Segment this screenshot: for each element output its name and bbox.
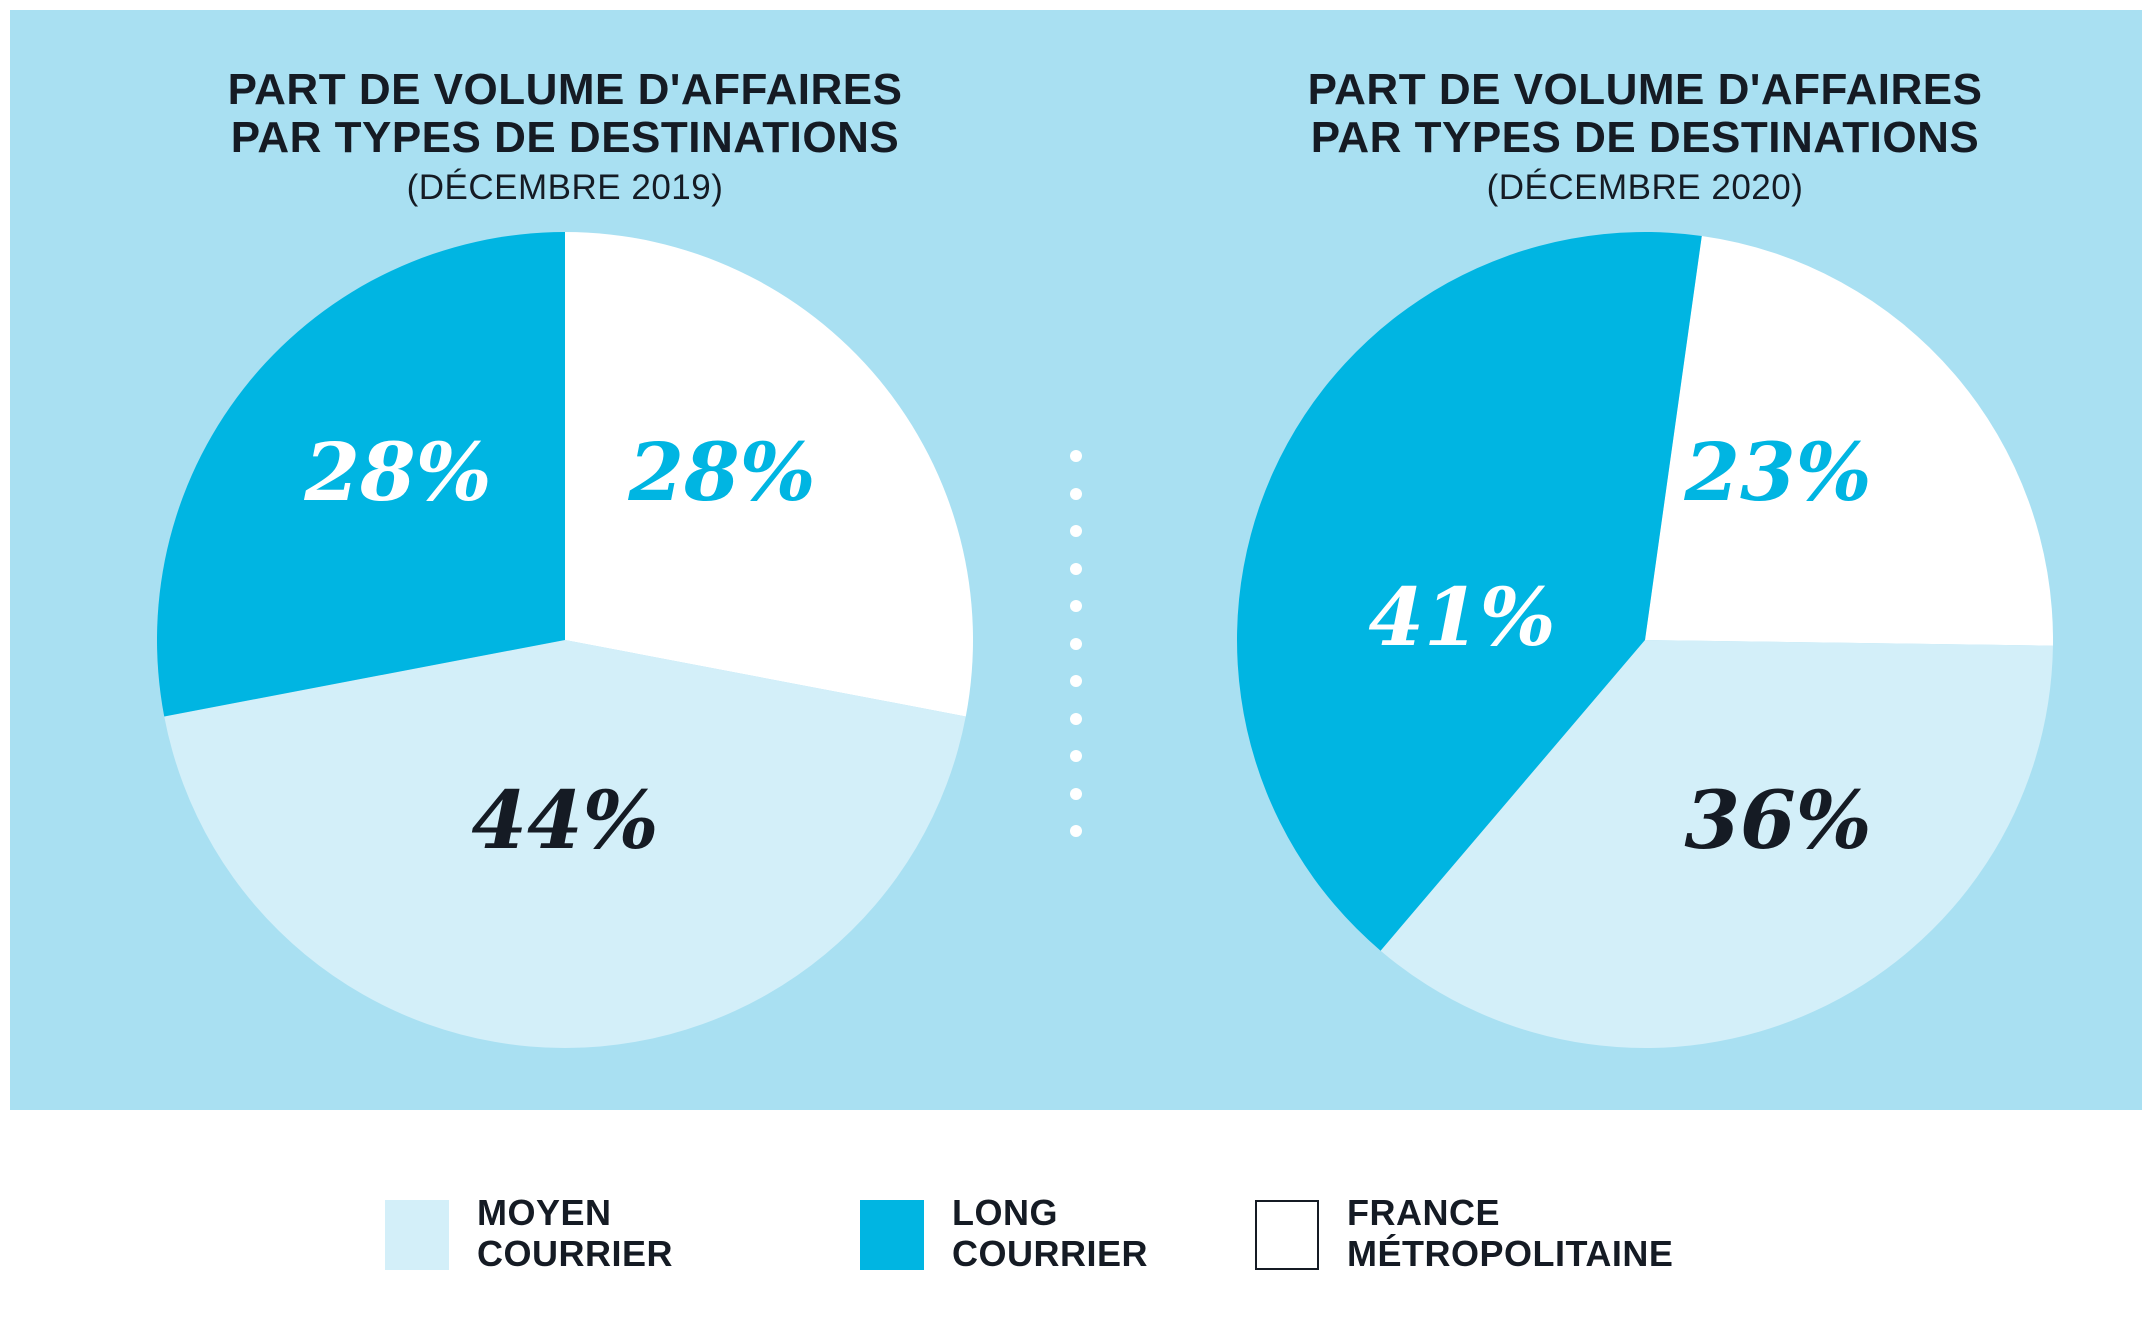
legend-label-line: MÉTROPOLITAINE <box>1347 1233 1674 1274</box>
legend-label-line: MOYEN <box>477 1192 612 1233</box>
chart-subtitle: (DÉCEMBRE 2020) <box>1486 168 1804 207</box>
pie-chart-2020: PART DE VOLUME D'AFFAIRES PAR TYPES DE D… <box>1145 10 2145 1110</box>
divider-dot <box>1070 825 1082 837</box>
slice-value-label: 41% <box>1368 570 1555 664</box>
divider-dot <box>1070 525 1082 537</box>
pie-slice-long-courrier <box>1237 232 1702 951</box>
divider-dot <box>1070 712 1082 725</box>
legend-swatch-moyen-courrier <box>385 1200 449 1270</box>
chart-subtitle: (DÉCEMBRE 2019) <box>406 168 724 207</box>
pie-slice-moyen-courrier <box>1380 640 2053 1048</box>
pie-slice-long-courrier <box>156 232 565 717</box>
divider-dot <box>1070 675 1082 687</box>
legend-label-line: COURRIER <box>952 1233 1149 1274</box>
pie-slice-france-metropolitaine <box>565 232 973 717</box>
chart-title-line-1: PART DE VOLUME D'AFFAIRES <box>1307 65 1983 114</box>
chart-title-line-2: PAR TYPES DE DESTINATIONS <box>1310 113 1980 162</box>
slice-value-label: 44% <box>471 773 658 867</box>
chart-panel: PART DE VOLUME D'AFFAIRES PAR TYPES DE D… <box>10 10 2142 1110</box>
slice-value-label: 36% <box>1684 773 1871 867</box>
divider-dot <box>1070 637 1082 650</box>
legend-label-line: COURRIER <box>477 1233 674 1274</box>
chart-title-line-2: PAR TYPES DE DESTINATIONS <box>230 113 900 162</box>
chart-title-line-1: PART DE VOLUME D'AFFAIRES <box>227 65 903 114</box>
pie-slice-france-metropolitaine <box>1645 235 2053 646</box>
slice-value-label: 28% <box>627 425 815 519</box>
pie-chart-2019: PART DE VOLUME D'AFFAIRES PAR TYPES DE D… <box>65 10 1065 1110</box>
legend-swatch-long-courrier <box>860 1200 924 1270</box>
slice-value-label: 28% <box>303 425 491 519</box>
divider-dot <box>1070 562 1082 575</box>
slice-value-label: 23% <box>1683 425 1871 519</box>
dotted-divider <box>1070 450 1084 850</box>
legend: MOYEN COURRIER LONG COURRIER FRANCE MÉTR… <box>0 1110 2150 1331</box>
legend-swatch-france-metropolitaine <box>1255 1200 1319 1270</box>
divider-dot <box>1070 450 1082 462</box>
pie-slice-moyen-courrier <box>164 640 966 1049</box>
divider-dot <box>1070 600 1082 612</box>
legend-label-line: LONG <box>952 1192 1058 1233</box>
legend-label-line: FRANCE <box>1347 1192 1500 1233</box>
pie-svg: 23% 36% 41% <box>1237 232 2053 1048</box>
legend-label: FRANCE MÉTROPOLITAINE <box>1347 1192 1673 1274</box>
divider-dot <box>1070 487 1082 500</box>
pie-svg: 28% 44% 28% <box>156 232 973 1049</box>
chart-title: PART DE VOLUME D'AFFAIRES PAR TYPES DE D… <box>1145 66 2145 162</box>
legend-label: MOYEN COURRIER <box>477 1192 673 1274</box>
chart-title: PART DE VOLUME D'AFFAIRES PAR TYPES DE D… <box>65 66 1065 162</box>
divider-dot <box>1070 787 1082 800</box>
legend-label: LONG COURRIER <box>952 1192 1148 1274</box>
divider-dot <box>1070 750 1082 762</box>
